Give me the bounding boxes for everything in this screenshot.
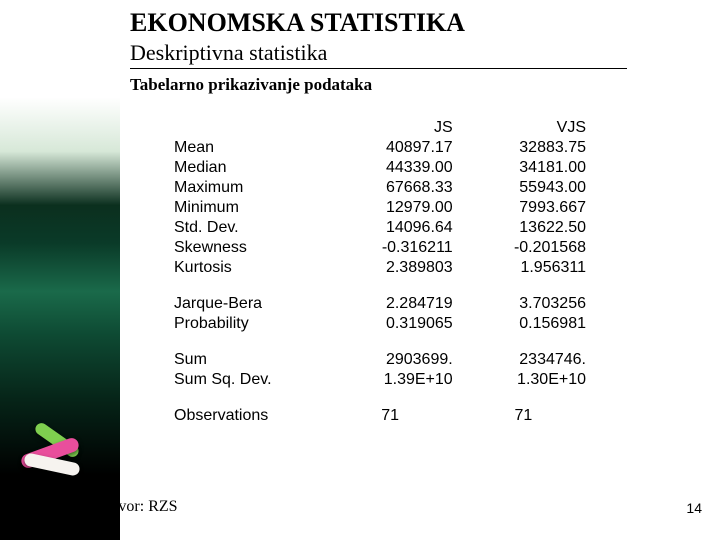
row-label: Std. Dev. bbox=[170, 218, 323, 238]
column-header-js: JS bbox=[323, 118, 456, 138]
table-row: Jarque-Bera2.2847193.703256 bbox=[170, 294, 590, 314]
cell-js: 2.284719 bbox=[323, 294, 456, 314]
table-row: Mean40897.1732883.75 bbox=[170, 138, 590, 158]
cell-vjs: 0.156981 bbox=[457, 314, 590, 334]
row-label: Skewness bbox=[170, 238, 323, 258]
cell-vjs: 1.30E+10 bbox=[457, 370, 590, 390]
row-label: Kurtosis bbox=[170, 258, 323, 278]
cell-vjs: 7993.667 bbox=[457, 198, 590, 218]
spacer-row bbox=[170, 334, 590, 350]
cell-js: 2903699. bbox=[323, 350, 456, 370]
table-row: Sum2903699.2334746. bbox=[170, 350, 590, 370]
row-label: Minimum bbox=[170, 198, 323, 218]
cell-js: 12979.00 bbox=[323, 198, 456, 218]
decorative-sidebar bbox=[0, 0, 120, 540]
row-label: Sum Sq. Dev. bbox=[170, 370, 323, 390]
cell-vjs: -0.201568 bbox=[457, 238, 590, 258]
table-row: Probability0.3190650.156981 bbox=[170, 314, 590, 334]
cell-vjs: 13622.50 bbox=[457, 218, 590, 238]
cell-js: 2.389803 bbox=[323, 258, 456, 278]
page-subsubtitle: Tabelarno prikazivanje podataka bbox=[130, 75, 700, 95]
table-row: Sum Sq. Dev.1.39E+101.30E+10 bbox=[170, 370, 590, 390]
cell-vjs: 55943.00 bbox=[457, 178, 590, 198]
column-header-vjs: VJS bbox=[457, 118, 590, 138]
table-row: Observations7171 bbox=[170, 406, 590, 426]
row-label: Mean bbox=[170, 138, 323, 158]
table-row: Std. Dev.14096.6413622.50 bbox=[170, 218, 590, 238]
cell-js: 0.319065 bbox=[323, 314, 456, 334]
cell-js: 40897.17 bbox=[323, 138, 456, 158]
spacer-row bbox=[170, 390, 590, 406]
cell-js: -0.316211 bbox=[323, 238, 456, 258]
table-row: Kurtosis2.3898031.956311 bbox=[170, 258, 590, 278]
header-block: EKONOMSKA STATISTIKA Deskriptivna statis… bbox=[130, 8, 700, 95]
table-header-row: JS VJS bbox=[170, 118, 590, 138]
row-label: Observations bbox=[170, 406, 323, 426]
page-number: 14 bbox=[686, 500, 702, 516]
cell-js: 71 bbox=[323, 406, 456, 426]
cell-js: 44339.00 bbox=[323, 158, 456, 178]
table-row: Minimum12979.007993.667 bbox=[170, 198, 590, 218]
cell-vjs: 1.956311 bbox=[457, 258, 590, 278]
slide: EKONOMSKA STATISTIKA Deskriptivna statis… bbox=[0, 0, 720, 540]
row-label: Sum bbox=[170, 350, 323, 370]
cell-vjs: 2334746. bbox=[457, 350, 590, 370]
cell-js: 1.39E+10 bbox=[323, 370, 456, 390]
row-label: Probability bbox=[170, 314, 323, 334]
cell-vjs: 34181.00 bbox=[457, 158, 590, 178]
source-label: Izvor: RZS bbox=[106, 498, 178, 516]
table-row: Maximum67668.3355943.00 bbox=[170, 178, 590, 198]
cell-vjs: 3.703256 bbox=[457, 294, 590, 314]
row-label: Jarque-Bera bbox=[170, 294, 323, 314]
row-label: Maximum bbox=[170, 178, 323, 198]
page-subtitle: Deskriptivna statistika bbox=[130, 40, 627, 69]
cell-js: 67668.33 bbox=[323, 178, 456, 198]
stats-table: JS VJS Mean40897.1732883.75Median44339.0… bbox=[170, 118, 590, 426]
chalk-icon bbox=[14, 424, 92, 484]
cell-js: 14096.64 bbox=[323, 218, 456, 238]
table-row: Median44339.0034181.00 bbox=[170, 158, 590, 178]
cell-vjs: 32883.75 bbox=[457, 138, 590, 158]
table-row: Skewness-0.316211-0.201568 bbox=[170, 238, 590, 258]
spacer-row bbox=[170, 278, 590, 294]
row-label: Median bbox=[170, 158, 323, 178]
page-title: EKONOMSKA STATISTIKA bbox=[130, 8, 700, 38]
cell-vjs: 71 bbox=[457, 406, 590, 426]
